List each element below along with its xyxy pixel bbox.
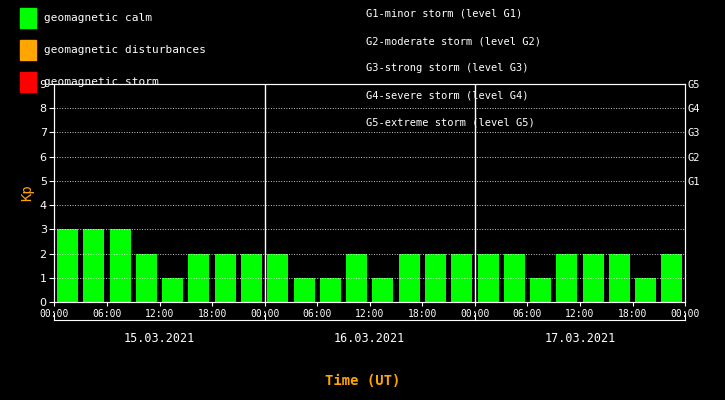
Text: Time (UT): Time (UT) — [325, 374, 400, 388]
Bar — [478, 254, 499, 302]
Y-axis label: Kp: Kp — [20, 185, 34, 201]
Bar — [109, 229, 130, 302]
Text: geomagnetic disturbances: geomagnetic disturbances — [44, 45, 205, 55]
Bar — [320, 278, 341, 302]
Bar — [188, 254, 210, 302]
Text: 17.03.2021: 17.03.2021 — [544, 332, 616, 344]
Bar — [609, 254, 630, 302]
Bar — [268, 254, 289, 302]
Text: 15.03.2021: 15.03.2021 — [124, 332, 195, 344]
Bar — [530, 278, 551, 302]
Bar — [83, 229, 104, 302]
Bar — [425, 254, 446, 302]
Bar — [57, 229, 78, 302]
Bar — [136, 254, 157, 302]
Bar — [504, 254, 525, 302]
Text: geomagnetic storm: geomagnetic storm — [44, 77, 158, 87]
Text: G4-severe storm (level G4): G4-severe storm (level G4) — [366, 91, 529, 101]
Bar — [399, 254, 420, 302]
Text: G1-minor storm (level G1): G1-minor storm (level G1) — [366, 9, 523, 19]
Bar — [346, 254, 367, 302]
Bar — [241, 254, 262, 302]
Bar — [583, 254, 604, 302]
Bar — [661, 254, 682, 302]
Bar — [294, 278, 315, 302]
Bar — [556, 254, 577, 302]
Text: geomagnetic calm: geomagnetic calm — [44, 13, 152, 23]
Bar — [451, 254, 472, 302]
Bar — [215, 254, 236, 302]
Text: G3-strong storm (level G3): G3-strong storm (level G3) — [366, 64, 529, 74]
Text: G5-extreme storm (level G5): G5-extreme storm (level G5) — [366, 118, 535, 128]
Text: 16.03.2021: 16.03.2021 — [334, 332, 405, 344]
Bar — [162, 278, 183, 302]
Text: G2-moderate storm (level G2): G2-moderate storm (level G2) — [366, 36, 541, 46]
Bar — [635, 278, 656, 302]
Bar — [373, 278, 394, 302]
